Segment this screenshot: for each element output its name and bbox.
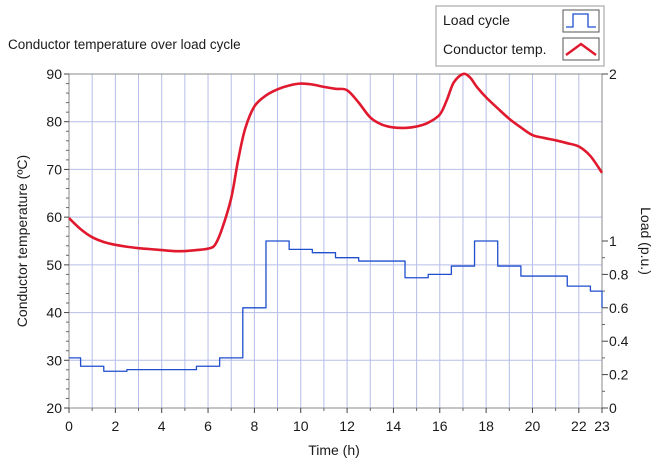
left-tick-label: 60 — [46, 209, 62, 225]
legend: Load cycle Conductor temp. — [435, 5, 605, 67]
x-tick-label: 22 — [571, 418, 587, 434]
left-tick-label: 40 — [46, 305, 62, 321]
load-cycle-line — [69, 240, 603, 372]
y-axis-title: Conductor temperature (ºC) — [14, 155, 30, 327]
chart-title: Conductor temperature over load cycle — [8, 37, 241, 52]
x-tick-label: 14 — [386, 418, 402, 434]
x-axis: 0 2 4 6 8 10 12 14 16 18 20 22 23 — [65, 408, 610, 434]
left-axis: 20 30 40 50 60 70 80 90 — [46, 66, 69, 416]
right-tick-label: 0.4 — [609, 333, 629, 349]
left-tick-label: 50 — [46, 257, 62, 273]
right-tick-label: 0 — [609, 400, 617, 416]
left-tick-label: 90 — [46, 66, 62, 82]
x-axis-title: Time (h) — [308, 442, 360, 458]
plot-area-border — [68, 73, 603, 409]
left-tick-label: 80 — [46, 114, 62, 130]
x-tick-label: 20 — [525, 418, 541, 434]
x-tick-label: 8 — [250, 418, 258, 434]
right-tick-label: 1 — [609, 233, 617, 249]
step-icon — [562, 9, 600, 33]
x-tick-label: 0 — [65, 418, 73, 434]
x-tick-label: 10 — [293, 418, 309, 434]
left-tick-label: 70 — [46, 161, 62, 177]
peak-line-icon — [562, 37, 600, 61]
right-tick-label: 0.6 — [609, 300, 629, 316]
series-layer — [68, 72, 604, 372]
right-axis: 0 0.2 0.4 0.6 0.8 1 2 — [602, 66, 629, 416]
right-tick-label: 0.8 — [609, 266, 629, 282]
left-tick-label: 20 — [46, 400, 62, 416]
plot-frame — [68, 73, 603, 409]
legend-label-load-cycle: Load cycle — [443, 12, 510, 28]
left-tick-label: 30 — [46, 352, 62, 368]
x-tick-label: 18 — [478, 418, 494, 434]
right-tick-label: 2 — [609, 66, 617, 82]
x-tick-label: 12 — [339, 418, 355, 434]
right-tick-label: 0.2 — [609, 367, 629, 383]
legend-label-conductor-temp: Conductor temp. — [443, 41, 547, 57]
x-tick-label: 16 — [432, 418, 448, 434]
x-tick-label: 2 — [111, 418, 119, 434]
grid — [68, 73, 603, 409]
x-tick-label: 23 — [594, 418, 610, 434]
x-tick-label: 4 — [158, 418, 166, 434]
conductor-temp-line — [68, 72, 604, 253]
y2-axis-title: Load (p.u.) — [638, 207, 654, 275]
x-tick-label: 6 — [204, 418, 212, 434]
